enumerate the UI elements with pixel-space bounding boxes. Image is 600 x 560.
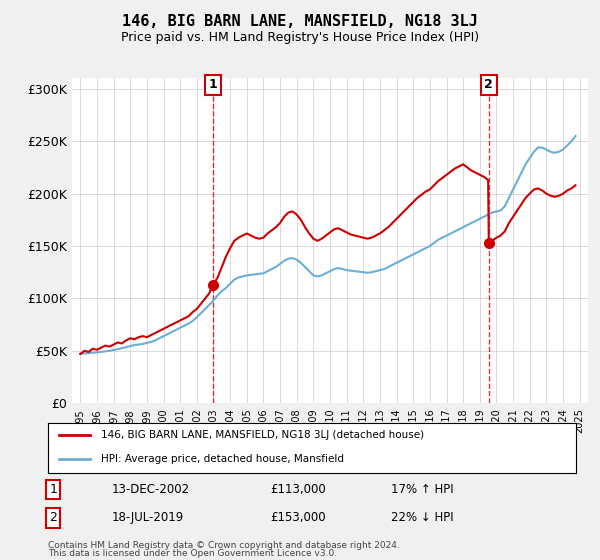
Text: 2: 2	[484, 78, 493, 91]
Text: HPI: Average price, detached house, Mansfield: HPI: Average price, detached house, Mans…	[101, 454, 344, 464]
Text: Contains HM Land Registry data © Crown copyright and database right 2024.: Contains HM Land Registry data © Crown c…	[48, 541, 400, 550]
Text: 2: 2	[49, 511, 57, 524]
Text: 17% ↑ HPI: 17% ↑ HPI	[391, 483, 454, 496]
Text: 146, BIG BARN LANE, MANSFIELD, NG18 3LJ (detached house): 146, BIG BARN LANE, MANSFIELD, NG18 3LJ …	[101, 431, 424, 440]
Text: This data is licensed under the Open Government Licence v3.0.: This data is licensed under the Open Gov…	[48, 549, 337, 558]
Text: 146, BIG BARN LANE, MANSFIELD, NG18 3LJ: 146, BIG BARN LANE, MANSFIELD, NG18 3LJ	[122, 14, 478, 29]
Text: 22% ↓ HPI: 22% ↓ HPI	[391, 511, 454, 524]
Text: £153,000: £153,000	[270, 511, 325, 524]
Text: 1: 1	[49, 483, 57, 496]
Text: £113,000: £113,000	[270, 483, 326, 496]
Text: 18-JUL-2019: 18-JUL-2019	[112, 511, 184, 524]
Text: 13-DEC-2002: 13-DEC-2002	[112, 483, 190, 496]
Text: Price paid vs. HM Land Registry's House Price Index (HPI): Price paid vs. HM Land Registry's House …	[121, 31, 479, 44]
Text: 1: 1	[208, 78, 217, 91]
